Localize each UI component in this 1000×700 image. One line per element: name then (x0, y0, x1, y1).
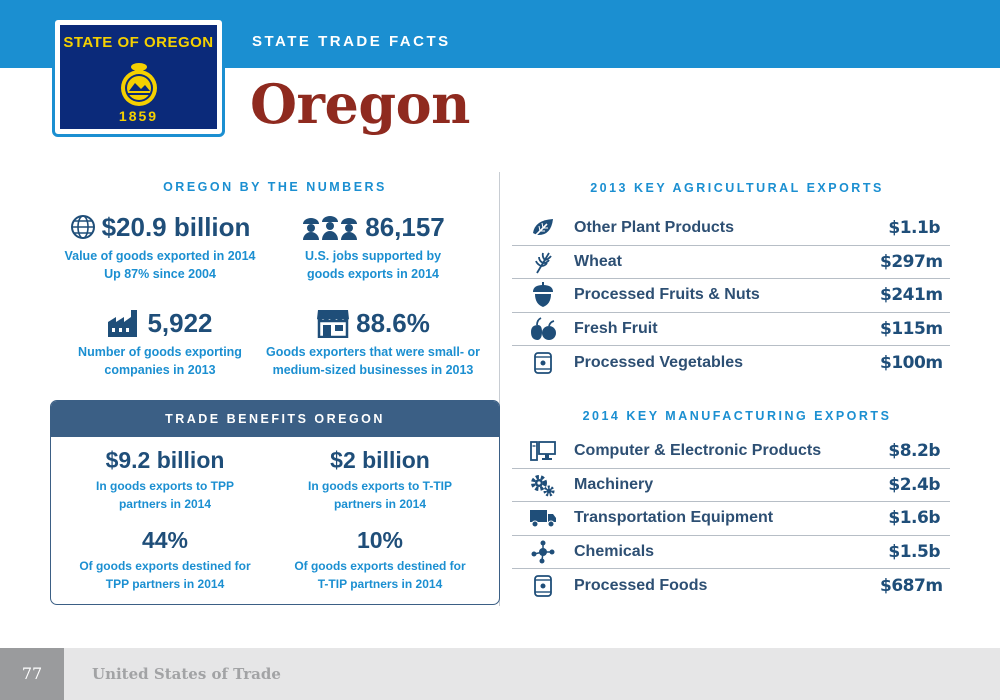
benefit-tpp-share: 44% Of goods exports destined for TPP par… (65, 527, 265, 593)
stat-description: companies in 2013 (104, 363, 216, 377)
export-value: $1.6b (888, 508, 940, 529)
workers-icon (303, 216, 358, 240)
seal-icon (120, 63, 157, 106)
list-item: Machinery $2.4b (512, 469, 950, 502)
benefit-description: In goods exports to T-TIP (308, 479, 452, 493)
list-item: Computer & Electronic Products $8.2b (512, 435, 950, 469)
can-icon (534, 574, 552, 597)
benefit-value: $2 billion (330, 447, 430, 473)
list-item: Other Plant Products $1.1b (512, 212, 950, 246)
export-value: $241m (880, 285, 943, 306)
stat-description: Number of goods exporting (78, 345, 242, 359)
export-value: $1.5b (888, 541, 940, 562)
export-value: $8.2b (888, 441, 940, 462)
can-icon (534, 351, 552, 374)
stat-small-business: 88.6% Goods exporters that were small- o… (262, 306, 484, 379)
benefit-description: Of goods exports destined for (79, 559, 251, 573)
benefit-description: TPP partners in 2014 (105, 577, 225, 591)
stat-description: goods exports in 2014 (307, 267, 439, 281)
stat-exports-value: $20.9 billion Value of goods exported in… (55, 210, 265, 283)
list-item: Processed Fruits & Nuts $241m (512, 279, 950, 313)
molecule-icon (531, 540, 555, 564)
export-label: Machinery (574, 475, 654, 493)
export-value: $2.4b (888, 474, 940, 495)
gears-icon (531, 474, 555, 497)
stat-value: 5,922 (147, 307, 213, 338)
benefit-description: partners in 2014 (333, 497, 427, 511)
manufacturing-exports-title: 2014 KEY MANUFACTURING EXPORTS (582, 409, 892, 423)
fruit-icon (531, 316, 556, 340)
export-label: Processed Foods (574, 576, 708, 594)
globe-icon (70, 215, 95, 239)
benefit-description: Of goods exports destined for (294, 559, 466, 573)
benefit-description: T-TIP partners in 2014 (317, 577, 443, 591)
state-flag: STATE OF OREGON 1859 (52, 17, 225, 137)
trade-benefits-title: TRADE BENEFITS OREGON (51, 401, 499, 437)
section-kicker: STATE TRADE FACTS (252, 33, 451, 50)
export-value: $1.1b (888, 218, 940, 239)
leaf-icon (533, 219, 553, 238)
export-label: Wheat (574, 252, 622, 270)
stat-value: 88.6% (356, 307, 430, 338)
list-item: Processed Foods $687m (512, 569, 950, 603)
page-title: Oregon (250, 72, 470, 136)
factory-icon (108, 310, 138, 337)
export-label: Processed Vegetables (574, 353, 743, 371)
by-numbers-title: OREGON BY THE NUMBERS (163, 180, 387, 194)
stat-description: medium-sized businesses in 2013 (272, 363, 474, 377)
benefit-tpp-value: $9.2 billion In goods exports to TPP part… (65, 447, 265, 513)
benefit-ttip-value: $2 billion In goods exports to T-TIP part… (280, 447, 480, 513)
truck-icon (530, 510, 556, 528)
flag-top-text: STATE OF OREGON (63, 34, 214, 51)
benefit-value: $9.2 billion (105, 447, 225, 473)
export-label: Other Plant Products (574, 219, 735, 237)
page-number: 77 (0, 648, 64, 700)
stat-description: Goods exporters that were small- or (266, 345, 480, 359)
publication-title: United States of Trade (92, 665, 281, 683)
benefit-description: In goods exports to TPP (95, 479, 234, 493)
wheat-icon (535, 252, 552, 274)
trade-benefits-panel: TRADE BENEFITS OREGON $9.2 billion In go… (50, 400, 500, 605)
benefit-value: 10% (356, 527, 404, 553)
export-value: $297m (880, 251, 943, 272)
list-item: Wheat $297m (512, 246, 950, 279)
agricultural-exports-title: 2013 KEY AGRICULTURAL EXPORTS (590, 181, 884, 195)
list-item: Chemicals $1.5b (512, 536, 950, 569)
export-label: Processed Fruits & Nuts (574, 286, 760, 304)
export-value: $687m (880, 575, 943, 596)
computer-icon (530, 441, 556, 462)
stat-jobs: 86,157 U.S. jobs supported by goods expor… (268, 210, 478, 283)
flag-year: 1859 (118, 108, 159, 124)
export-label: Chemicals (574, 542, 655, 560)
export-label: Fresh Fruit (574, 319, 658, 337)
stat-description: U.S. jobs supported by (304, 249, 442, 263)
agricultural-exports-list: Other Plant Products $1.1b Wheat $297m P… (512, 212, 950, 380)
acorn-icon (533, 282, 553, 308)
list-item: Transportation Equipment $1.6b (512, 502, 950, 536)
stat-companies: 5,922 Number of goods exporting companies… (55, 306, 265, 379)
list-item: Fresh Fruit $115m (512, 313, 950, 346)
footer: 77 United States of Trade (0, 648, 1000, 700)
stat-description: Value of goods exported in 2014 (64, 249, 256, 263)
benefit-value: 44% (141, 527, 189, 553)
export-value: $100m (880, 352, 943, 373)
storefront-icon (317, 310, 350, 338)
column-divider (499, 172, 500, 606)
manufacturing-exports-list: Computer & Electronic Products $8.2b Mac… (512, 435, 950, 603)
stat-description: Up 87% since 2004 (104, 267, 216, 281)
export-label: Computer & Electronic Products (574, 442, 822, 460)
list-item: Processed Vegetables $100m (512, 346, 950, 380)
benefit-ttip-share: 10% Of goods exports destined for T-TIP p… (280, 527, 480, 593)
export-value: $115m (880, 318, 943, 339)
benefit-description: partners in 2014 (118, 497, 212, 511)
stat-value: 86,157 (365, 211, 445, 242)
export-label: Transportation Equipment (574, 509, 774, 527)
stat-value: $20.9 billion (101, 211, 251, 242)
